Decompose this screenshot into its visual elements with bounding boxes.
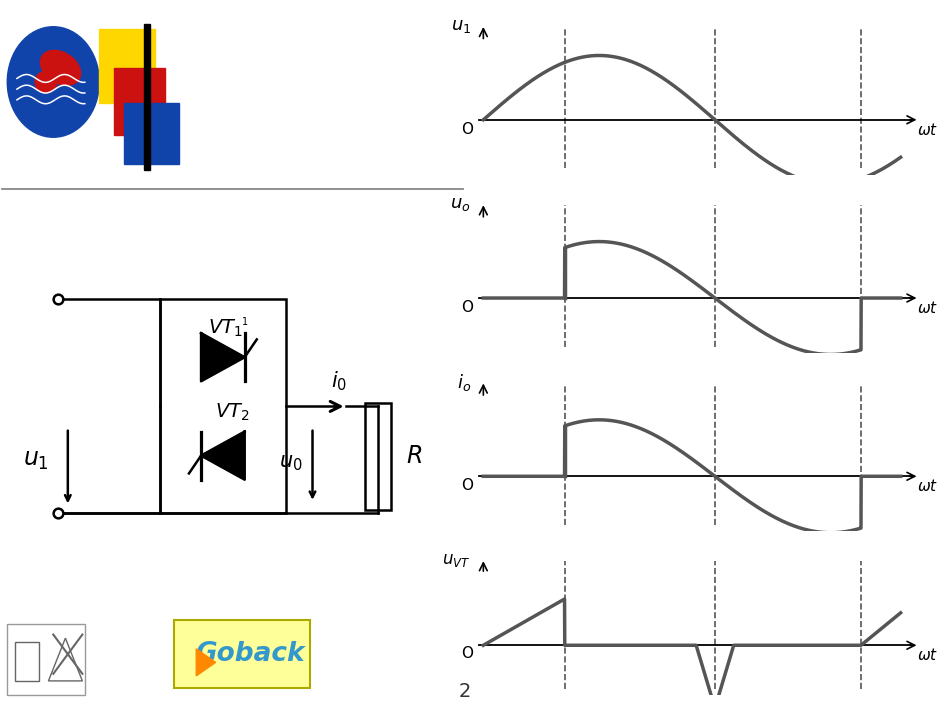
Text: $\omega t$: $\omega t$ (917, 122, 939, 138)
Bar (8, 624, 85, 695)
Polygon shape (197, 649, 216, 676)
Ellipse shape (8, 26, 100, 138)
Text: $R$: $R$ (407, 444, 423, 468)
Text: O: O (461, 646, 473, 662)
Text: Goback: Goback (195, 641, 304, 667)
Text: $_1$: $_1$ (241, 314, 248, 328)
Ellipse shape (41, 51, 81, 85)
Text: $u_0$: $u_0$ (279, 453, 302, 473)
Text: $i_0$: $i_0$ (331, 369, 348, 394)
Text: $VT_1$: $VT_1$ (208, 317, 242, 339)
FancyBboxPatch shape (175, 620, 310, 688)
Text: $u_1$: $u_1$ (450, 16, 471, 35)
Text: O: O (461, 478, 473, 493)
Bar (160, 299, 286, 513)
Bar (143, 24, 150, 170)
Bar (365, 403, 391, 510)
Text: $\omega t$: $\omega t$ (917, 647, 939, 662)
Text: O: O (461, 300, 473, 315)
Text: $u_{VT}$: $u_{VT}$ (443, 550, 471, 569)
Bar (100, 29, 155, 103)
Bar (124, 103, 180, 164)
Text: $u_1$: $u_1$ (24, 448, 49, 472)
Text: $\omega t$: $\omega t$ (917, 478, 939, 495)
Text: 2: 2 (459, 682, 471, 701)
Text: O: O (461, 122, 473, 137)
Polygon shape (201, 431, 245, 480)
Text: $\omega t$: $\omega t$ (917, 300, 939, 317)
Bar (114, 68, 164, 135)
Text: $i_o$: $i_o$ (457, 371, 471, 393)
Text: $VT_2$: $VT_2$ (216, 402, 250, 424)
Text: $u_o$: $u_o$ (450, 195, 471, 213)
Bar (14, 642, 39, 681)
Ellipse shape (35, 71, 57, 93)
Polygon shape (201, 333, 245, 381)
